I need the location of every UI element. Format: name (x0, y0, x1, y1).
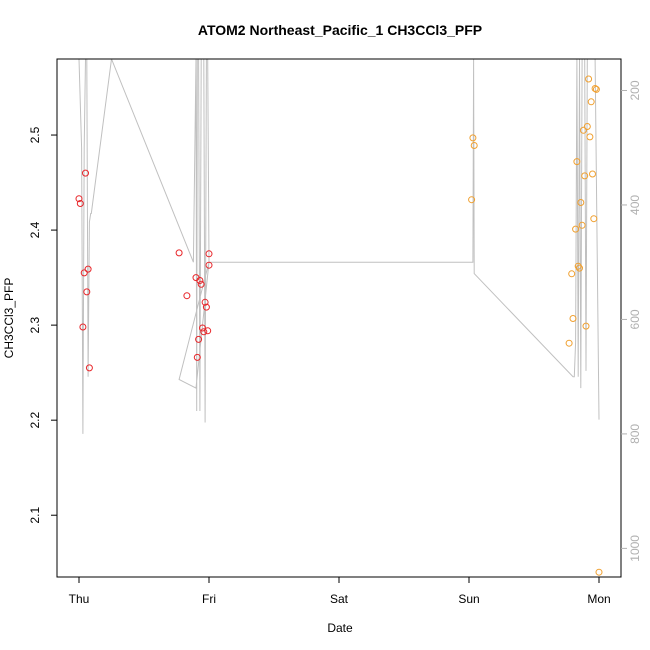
red-point (205, 250, 213, 258)
orange-point (591, 85, 599, 92)
y-tick-label: 2.2 (28, 412, 42, 429)
x-tick-label: Thu (69, 592, 90, 606)
orange-point (469, 134, 477, 142)
right-tick-label: 800 (628, 424, 642, 444)
red-point (85, 364, 93, 372)
right-tick-label: 1000 (628, 535, 642, 562)
x-tick-label: Sun (458, 592, 479, 606)
x-tick-label: Mon (587, 592, 610, 606)
red-point (201, 298, 209, 306)
right-tick-label: 400 (628, 195, 642, 215)
red-point (197, 280, 205, 288)
orange-point (581, 172, 589, 180)
x-tick-label: Fri (202, 592, 216, 606)
orange-point (583, 123, 591, 130)
red-point (202, 303, 210, 311)
y-tick-label: 2.5 (28, 126, 42, 143)
y-tick-label: 2.3 (28, 316, 42, 333)
red-point (193, 353, 201, 361)
red-point (195, 335, 203, 343)
right-tick-label: 600 (628, 309, 642, 329)
red-point (82, 169, 89, 177)
orange-point (595, 568, 603, 576)
orange-point (578, 221, 586, 229)
red-point (79, 323, 87, 331)
orange-point (569, 315, 577, 322)
orange-point (585, 75, 593, 83)
red-point (205, 261, 213, 269)
orange-point (574, 262, 582, 270)
orange-point (577, 199, 585, 206)
orange-point (573, 158, 581, 166)
right-tick-label: 200 (628, 80, 642, 100)
orange-point (579, 126, 587, 134)
y-tick-label: 2.4 (28, 221, 42, 238)
orange-point (590, 215, 598, 223)
red-point (175, 249, 183, 257)
orange-point (572, 225, 580, 233)
orange-point (582, 322, 590, 330)
y-tick-label: 2.1 (28, 507, 42, 524)
x-tick-label: Sat (330, 592, 349, 606)
orange-point (586, 133, 594, 141)
red-point (80, 269, 88, 277)
x-axis-label: Date (327, 621, 353, 635)
red-point (83, 288, 91, 296)
orange-point (565, 339, 573, 347)
red-point (199, 324, 206, 332)
red-point (76, 200, 84, 207)
red-point (196, 277, 204, 284)
orange-point (576, 264, 583, 272)
red-point (204, 327, 212, 335)
red-point (75, 195, 83, 203)
chart-title: ATOM2 Northeast_Pacific_1 CH3CCl3_PFP (198, 22, 482, 38)
altitude-line (78, 59, 600, 434)
orange-point (470, 142, 478, 149)
y-axis-label: CH3CCl3_PFP (2, 278, 16, 359)
orange-point (589, 170, 596, 178)
orange-point (592, 85, 600, 93)
orange-point (587, 98, 595, 106)
plot-inner (75, 59, 603, 576)
red-point (84, 265, 92, 273)
plot-layer (75, 59, 603, 576)
axes-layer: 2.1 2.2 2.3 2.4 2.5 200 400 600 800 1000 Thu Fri Sat… (28, 58, 642, 606)
orange-point (468, 196, 476, 204)
red-point (200, 328, 208, 336)
red-point (183, 292, 191, 300)
orange-point (568, 270, 576, 278)
